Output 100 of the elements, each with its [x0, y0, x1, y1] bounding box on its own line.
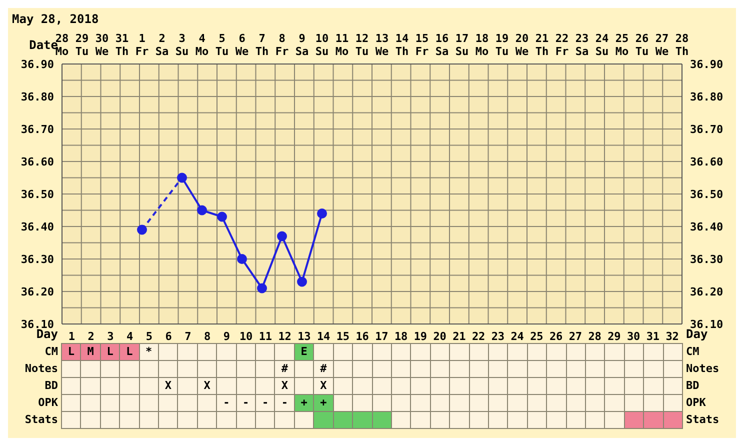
- x2-tick-label: 6: [165, 330, 172, 343]
- x2-tick-label: 27: [568, 330, 582, 343]
- x-tick-label: 8 Fr: [275, 32, 289, 58]
- category-label: BD: [686, 379, 700, 392]
- text: X: [204, 379, 210, 392]
- y-tick-label: 36.30: [20, 252, 54, 266]
- x-tick-label: 3 Su: [175, 32, 189, 58]
- x-tick-label: 19 Tu: [495, 32, 509, 58]
- chart-title: May 28, 2018: [11, 12, 100, 28]
- point: [277, 231, 287, 242]
- y2-tick-label: 36.90: [690, 58, 724, 71]
- point: [317, 208, 327, 218]
- x2-tick-label: 30: [626, 330, 640, 343]
- text: -: [262, 396, 269, 409]
- x2-tick-label: 9: [223, 330, 230, 343]
- text: L: [106, 345, 114, 358]
- x2-tick-label: 29: [608, 330, 621, 343]
- point: [137, 224, 147, 235]
- point: [237, 254, 247, 264]
- x2-tick-label: 25: [530, 330, 544, 343]
- x2-tick-label: 2: [88, 330, 94, 343]
- x-tick-label: 1 Fr: [135, 32, 149, 58]
- text: -: [223, 396, 230, 409]
- x-tick-label: 21 Th: [535, 32, 549, 58]
- x2-tick-label: 22: [472, 330, 486, 343]
- x2-tick-label: 31: [646, 330, 660, 343]
- x-tick-label: 23 Sa: [575, 32, 589, 58]
- x-tick-label: 9 Sa: [295, 32, 309, 58]
- category-label: BD: [44, 379, 58, 392]
- x2-tick-label: 12: [278, 330, 292, 343]
- category-label: OPK: [686, 396, 706, 409]
- x2-tick-label: 5: [146, 330, 152, 343]
- text: L: [68, 345, 75, 358]
- point: [177, 172, 187, 183]
- x-tick-label: 27 We: [655, 32, 669, 58]
- y2-tick-label: 36.50: [690, 188, 724, 201]
- x-tick-label: 24 Su: [595, 32, 609, 58]
- text: E: [300, 345, 308, 358]
- y-tick-label: 36.80: [20, 90, 54, 104]
- x2-tick-label: 23: [491, 330, 505, 343]
- x2-axis-title: Day: [36, 327, 58, 341]
- x2-tick-label: 20: [433, 330, 446, 343]
- text: X: [164, 379, 172, 392]
- x2-tick-label: 17: [375, 330, 388, 343]
- y2-tick-label: 36.30: [690, 252, 724, 266]
- text: #: [281, 362, 288, 375]
- x2-tick-label: 32: [666, 330, 679, 343]
- x2-tick-label: 14: [316, 330, 331, 343]
- x2-tick-label: 13: [298, 330, 311, 343]
- y2-tick-label: 36.80: [690, 90, 724, 104]
- category-label: OPK: [38, 396, 58, 409]
- text: -: [242, 396, 250, 409]
- category-label: Stats: [686, 413, 720, 426]
- text: L: [126, 345, 133, 358]
- x-tick-label: 17 Su: [455, 32, 469, 58]
- text: X: [281, 379, 288, 392]
- category-label: CM: [686, 345, 700, 358]
- x2-tick-label: 8: [204, 330, 211, 343]
- x2-tick-label: 16: [356, 330, 370, 343]
- x-tick-label: 7 Th: [255, 32, 269, 58]
- x-tick-label: 30 We: [95, 32, 109, 58]
- y-tick-label: 36.60: [20, 155, 54, 168]
- x2-tick-label: 21: [452, 330, 466, 343]
- y2-tick-label: 36.40: [690, 220, 724, 234]
- x-tick-label: 28 Th: [675, 32, 689, 58]
- category-label: Notes: [24, 362, 58, 375]
- y-tick-label: 36.20: [20, 285, 54, 298]
- x2-tick-label: 10: [239, 330, 253, 343]
- x-tick-label: 26 Tu: [635, 32, 649, 58]
- point: [197, 205, 207, 216]
- x-tick-label: 6 We: [235, 32, 249, 58]
- category-label: Notes: [686, 362, 720, 375]
- text: M: [87, 345, 94, 358]
- category-label: CM: [44, 345, 58, 358]
- text: X: [320, 379, 327, 392]
- x2-tick-label: 3: [107, 330, 114, 343]
- point: [217, 212, 227, 222]
- point: [297, 276, 307, 287]
- x-tick-label: 25 Mo: [615, 32, 629, 58]
- x-tick-label: 20 We: [515, 32, 529, 58]
- x-tick-label: 11 Mo: [335, 32, 349, 58]
- x-tick-label: 5 Tu: [215, 32, 229, 58]
- x2-tick-label: 18: [394, 330, 408, 343]
- x-tick-label: 10 Su: [315, 32, 329, 58]
- text: #: [320, 362, 327, 375]
- x2-tick-label: 26: [549, 330, 564, 343]
- x-tick-label: 29 Tu: [75, 32, 89, 58]
- y-tick-label: 36.50: [20, 188, 54, 201]
- x2-tick-label: 19: [414, 330, 428, 343]
- x-tick-label: 4 Mo: [195, 32, 209, 58]
- point: [257, 283, 267, 294]
- category-label: Stats: [24, 413, 58, 426]
- x-tick-label: 14 Th: [395, 32, 409, 58]
- y-tick-label: 36.90: [20, 58, 54, 71]
- x-tick-label: 31 Th: [115, 32, 129, 58]
- x-tick-label: 16 Sa: [435, 32, 449, 58]
- x-tick-label: 13 We: [375, 32, 389, 58]
- x2-tick-label: 24: [510, 330, 524, 343]
- text: -: [281, 396, 288, 409]
- y-tick-label: 36.70: [20, 122, 54, 136]
